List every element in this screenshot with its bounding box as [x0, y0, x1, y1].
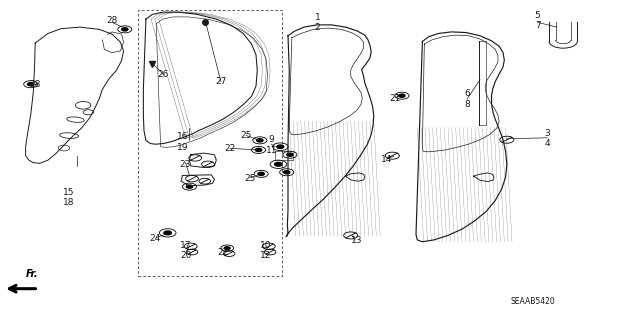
Circle shape [284, 171, 290, 174]
Circle shape [122, 28, 128, 31]
Text: 25: 25 [244, 174, 255, 183]
Circle shape [275, 162, 282, 166]
Text: 15
18: 15 18 [63, 188, 75, 207]
Text: 22: 22 [225, 144, 236, 153]
Text: 21: 21 [390, 94, 401, 103]
Text: 3
4: 3 4 [545, 129, 550, 148]
Text: 1
2: 1 2 [315, 13, 320, 32]
Circle shape [164, 231, 172, 235]
Text: 5
7: 5 7 [535, 11, 540, 30]
Text: 23: 23 [179, 160, 191, 169]
Circle shape [186, 185, 193, 188]
Circle shape [255, 148, 262, 152]
Text: 24: 24 [149, 234, 161, 243]
Text: 13: 13 [351, 236, 363, 245]
Text: 28: 28 [106, 16, 118, 25]
Text: 6
8: 6 8 [465, 89, 470, 108]
Circle shape [28, 83, 34, 86]
Bar [138, 10, 282, 276]
Text: 16
19: 16 19 [177, 132, 188, 152]
Text: 26: 26 [157, 70, 169, 79]
Text: 10
12: 10 12 [260, 241, 271, 260]
Text: 14: 14 [381, 155, 392, 164]
Text: 25: 25 [241, 131, 252, 140]
Text: 22: 22 [217, 248, 228, 256]
Circle shape [258, 172, 264, 175]
Text: 17
20: 17 20 [180, 241, 191, 260]
Circle shape [399, 94, 405, 97]
Text: 27: 27 [215, 77, 227, 86]
Text: Fr.: Fr. [26, 269, 38, 279]
Circle shape [257, 139, 263, 142]
Circle shape [225, 247, 230, 249]
Text: SEAAB5420: SEAAB5420 [510, 297, 555, 306]
Circle shape [287, 153, 293, 156]
Circle shape [277, 145, 284, 148]
Text: 9
11: 9 11 [266, 136, 277, 155]
Text: 28: 28 [29, 80, 41, 89]
